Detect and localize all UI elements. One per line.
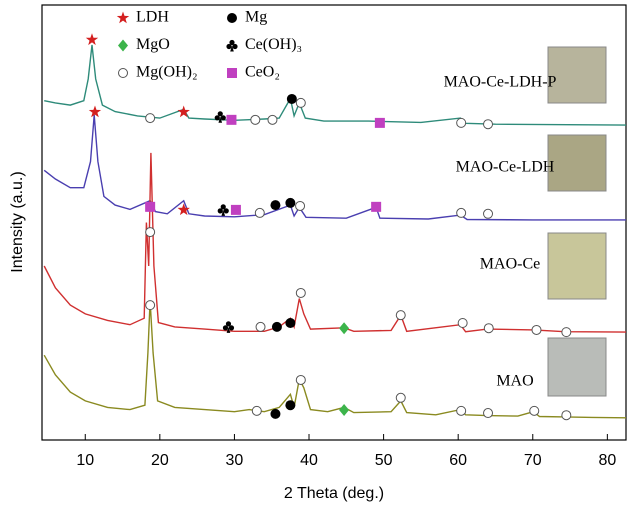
symbol-open-circle [295, 287, 306, 298]
legend-label: CeO₂ [245, 64, 280, 81]
symbol-open-circle [483, 119, 494, 130]
symbol-open-circle [254, 207, 265, 218]
symbol-club [222, 321, 235, 333]
symbol-open-circle [483, 408, 494, 419]
symbol-open-circle [251, 405, 262, 416]
symbol-diamond [339, 403, 350, 416]
symbol-diamond [118, 39, 128, 52]
symbol-star [177, 105, 190, 118]
symbol-dot [271, 321, 282, 332]
symbol-open-circle [395, 392, 406, 403]
symbol-open-circle [561, 410, 572, 421]
x-tick-label: 20 [151, 452, 169, 469]
legend-label: Mg(OH)₂ [136, 64, 198, 81]
x-tick-label: 50 [375, 452, 393, 469]
series-label: MAO [496, 373, 533, 390]
data-line [43, 300, 627, 419]
x-tick-label: 30 [226, 452, 244, 469]
x-tick-label: 60 [449, 452, 467, 469]
legend-label: Ce(OH)₃ [245, 36, 302, 53]
symbol-dot [286, 93, 297, 104]
symbol-star [88, 105, 102, 118]
symbol-open-circle [456, 117, 467, 128]
x-tick-label: 70 [524, 452, 542, 469]
symbol-open-circle [561, 327, 572, 338]
x-tick-label: 40 [300, 452, 318, 469]
symbol-open-circle [118, 68, 128, 78]
symbol-star [116, 11, 130, 24]
x-tick-label: 80 [598, 452, 616, 469]
y-axis-label: Intensity (a.u.) [9, 171, 26, 272]
data-line [43, 152, 627, 333]
legend-label: MgO [136, 36, 170, 53]
symbol-square [227, 68, 237, 78]
x-tick-label: 10 [76, 452, 94, 469]
photo [547, 134, 607, 192]
symbol-dot [285, 400, 296, 411]
symbol-open-circle [295, 374, 306, 385]
symbol-diamond [339, 322, 350, 335]
symbol-open-circle [250, 114, 261, 125]
symbol-square [230, 204, 241, 215]
symbol-square [371, 201, 382, 212]
legend-label: Mg [245, 9, 267, 26]
plot-frame [41, 4, 627, 441]
symbol-square [145, 201, 156, 212]
symbol-square [226, 114, 237, 125]
photo [547, 232, 607, 300]
symbol-dot [270, 408, 281, 419]
photo [547, 46, 607, 104]
symbol-open-circle [395, 310, 406, 321]
legend-label: LDH [136, 9, 169, 26]
x-axis-label: 2 Theta (deg.) [284, 485, 384, 502]
symbol-star [177, 203, 190, 216]
legend: LDH MgO Mg(OH)₂ Mg Ce(OH)₃ CeO₂ [116, 9, 302, 81]
symbol-dot [227, 13, 237, 23]
symbol-open-circle [145, 227, 156, 238]
symbol-square [374, 117, 385, 128]
symbol-open-circle [531, 324, 542, 335]
symbol-open-circle [145, 113, 156, 124]
symbol-star [85, 33, 99, 46]
data-line [43, 115, 626, 221]
symbol-club [214, 111, 226, 123]
symbol-open-circle [483, 323, 494, 334]
series-label: MAO-Ce [480, 256, 540, 273]
symbol-club [217, 204, 229, 216]
symbol-open-circle [456, 405, 467, 416]
symbol-dot [285, 317, 296, 328]
symbol-dot [285, 197, 296, 208]
symbol-open-circle [295, 200, 306, 211]
symbol-open-circle [267, 114, 278, 125]
sample-photos [547, 46, 607, 397]
symbol-open-circle [255, 321, 266, 332]
symbol-open-circle [456, 207, 467, 218]
series-label: MAO-Ce-LDH-P [444, 74, 557, 91]
symbol-club [226, 39, 238, 52]
photo [547, 337, 607, 397]
symbol-open-circle [145, 300, 156, 311]
symbol-open-circle [529, 405, 540, 416]
series-label: MAO-Ce-LDH [456, 159, 555, 176]
symbol-open-circle [457, 317, 468, 328]
symbol-dot [270, 200, 281, 211]
symbol-open-circle [483, 208, 494, 219]
symbol-open-circle [295, 97, 306, 108]
